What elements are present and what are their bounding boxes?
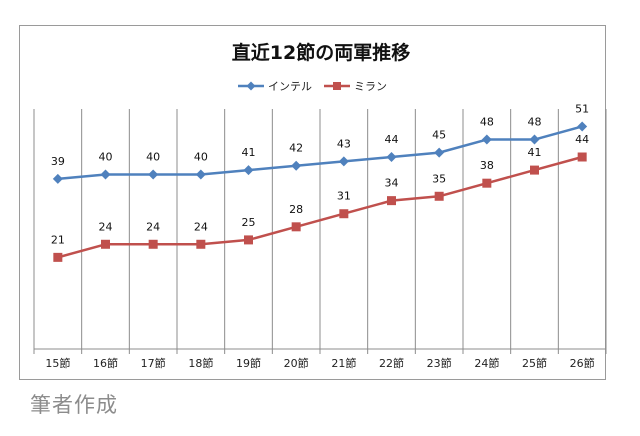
data-label: 21 (51, 233, 65, 246)
data-label: 35 (432, 172, 446, 185)
grid (33, 109, 607, 354)
x-tick-label: 24節 (474, 356, 499, 370)
data-point (577, 121, 588, 132)
series-layer: 39 40 40 40 41 42 43 44 45 48 48 51 21 24 24 24 25 28 31 34… (51, 102, 589, 262)
data-label: 40 (146, 150, 160, 163)
data-label: 45 (432, 129, 446, 142)
data-label: 48 (480, 116, 494, 129)
data-label: 40 (99, 150, 113, 163)
x-tick-label: 16節 (93, 356, 118, 370)
legend-label: ミラン (354, 80, 387, 93)
series-line (57, 155, 583, 259)
data-label: 41 (528, 146, 542, 159)
data-point (291, 222, 301, 232)
data-point (195, 169, 206, 180)
data-point (434, 191, 444, 201)
data-point (52, 173, 63, 184)
data-point (577, 152, 587, 162)
data-label: 34 (385, 177, 399, 190)
data-point (291, 160, 302, 171)
x-tick-label: 22節 (379, 356, 404, 370)
x-tick-label: 23節 (427, 356, 452, 370)
data-point (387, 196, 396, 206)
x-axis: 15節 16節 17節 18節 19節 20節 21節 22節 23節 24節 25節 26節 (45, 356, 594, 370)
data-label: 28 (289, 203, 303, 216)
data-label: 24 (146, 220, 160, 233)
data-label: 41 (242, 146, 256, 159)
series-2: 21 24 24 24 25 28 31 34 35 38 41 44 (51, 133, 589, 262)
data-point (243, 165, 254, 176)
data-label: 25 (242, 216, 256, 229)
x-tick-label: 19節 (236, 356, 261, 370)
x-tick-label: 21節 (331, 356, 356, 370)
legend-item: ミラン (324, 80, 387, 93)
legend-marker (333, 82, 341, 90)
data-label: 40 (194, 150, 208, 163)
x-tick-label: 20節 (284, 356, 309, 370)
data-point (530, 165, 539, 175)
data-label: 31 (337, 190, 351, 203)
legend: インテル ミラン (238, 80, 387, 93)
data-point (101, 239, 110, 249)
line-chart: 直近12節の両軍推移 インテル ミラン 39 40 40 40 41 42 43 44 45 48 4… (33, 41, 607, 370)
series-1: 39 40 40 40 41 42 43 44 45 48 48 51 (51, 102, 589, 184)
data-label: 38 (480, 159, 494, 172)
chart-title: 直近12節の両軍推移 (232, 41, 410, 64)
source-caption: 筆者作成 (30, 393, 118, 417)
data-label: 48 (528, 116, 542, 129)
data-point (529, 134, 540, 145)
data-point (100, 169, 111, 180)
data-point (339, 209, 349, 219)
x-tick-label: 25節 (522, 356, 547, 370)
data-label: 44 (385, 133, 399, 146)
x-tick-label: 17節 (141, 356, 166, 370)
data-label: 42 (289, 142, 303, 155)
data-point (338, 156, 349, 167)
series-line (57, 125, 583, 181)
legend-label: インテル (268, 80, 312, 93)
x-tick-label: 18節 (188, 356, 213, 370)
legend-item: インテル (238, 80, 312, 93)
data-point (434, 147, 445, 158)
x-tick-label: 26節 (570, 356, 595, 370)
data-point (386, 152, 397, 162)
data-point (53, 252, 63, 262)
data-point (148, 169, 159, 180)
data-label: 43 (337, 137, 351, 150)
x-tick-label: 15節 (45, 356, 70, 370)
data-label: 44 (575, 133, 589, 146)
legend-marker (246, 81, 256, 91)
data-label: 24 (99, 220, 113, 233)
data-label: 24 (194, 220, 208, 233)
data-label: 51 (575, 102, 589, 115)
chart-frame: 直近12節の両軍推移 インテル ミラン 39 40 40 40 41 42 43 44 45 48 4… (19, 25, 607, 380)
data-point (148, 239, 158, 249)
data-point (481, 134, 492, 145)
data-point (196, 239, 206, 249)
data-label: 39 (51, 155, 65, 168)
data-point (482, 178, 492, 188)
data-point (244, 235, 253, 245)
